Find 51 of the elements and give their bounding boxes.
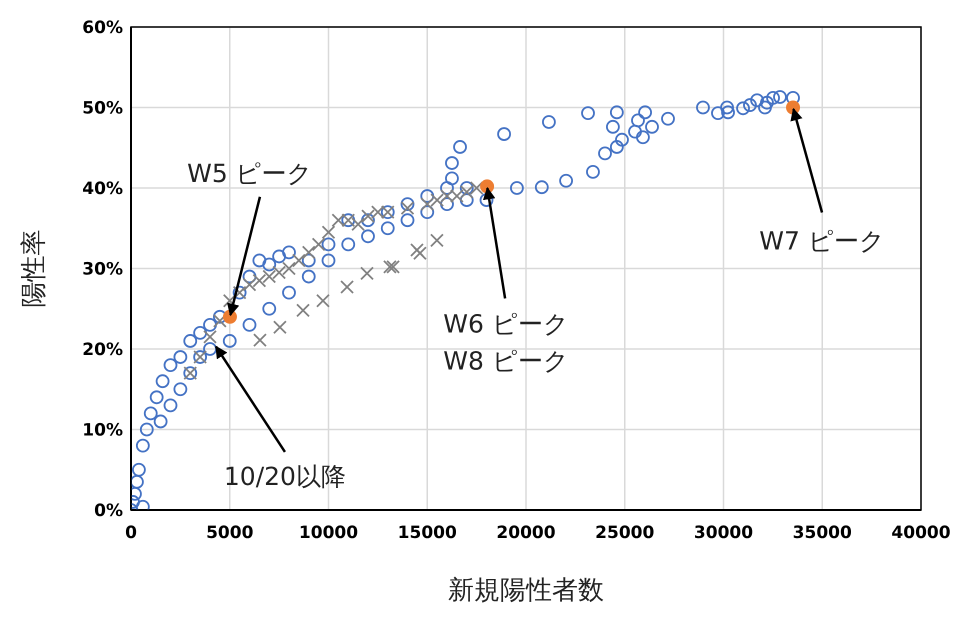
- point: [360, 266, 374, 280]
- point: [413, 246, 427, 260]
- y-tick-label: 20%: [82, 340, 123, 360]
- annotation: 10/20以降: [224, 462, 346, 491]
- point: [282, 262, 296, 276]
- x-tick-label: 25000: [595, 523, 654, 544]
- x-tick-label: 30000: [694, 523, 754, 544]
- point: [386, 260, 400, 274]
- point: [420, 197, 434, 211]
- point: [262, 270, 276, 284]
- point: [430, 193, 444, 207]
- point: [272, 266, 286, 280]
- y-tick-label: 10%: [82, 420, 123, 441]
- y-tick-label: 40%: [82, 179, 123, 200]
- point: [351, 217, 366, 232]
- point: [302, 246, 316, 260]
- point: [203, 330, 217, 344]
- point: [252, 274, 266, 288]
- point: [470, 181, 484, 195]
- x-tick-label: 0: [125, 523, 138, 544]
- annotation: W5 ピーク: [187, 158, 313, 188]
- point: [292, 254, 306, 268]
- point: [212, 314, 227, 328]
- point: [273, 320, 287, 334]
- point: [430, 233, 444, 248]
- x-tick-label: 5000: [206, 523, 254, 544]
- x-tick-label: 20000: [496, 523, 556, 544]
- point: [242, 278, 256, 292]
- point: [296, 303, 310, 318]
- point: [460, 185, 474, 199]
- x-axis-title: 新規陽性者数: [448, 575, 604, 606]
- x-tick-label: 15000: [398, 523, 457, 544]
- point: [316, 294, 330, 308]
- annotation: W6 ピーク W8 ピーク: [443, 309, 569, 376]
- point: [322, 225, 336, 240]
- y-tick-label: 30%: [82, 260, 123, 280]
- y-tick-label: 60%: [82, 18, 123, 38]
- x-tick-label: 10000: [298, 523, 358, 544]
- point: [340, 280, 354, 294]
- y-tick-label: 50%: [82, 98, 123, 119]
- annotation: W7 ピーク: [759, 226, 885, 256]
- point: [253, 333, 267, 348]
- point: [410, 243, 424, 257]
- point: [361, 209, 375, 224]
- point: [312, 237, 326, 252]
- y-tick-label: 0%: [94, 501, 123, 522]
- point: [383, 260, 397, 274]
- point: [400, 201, 414, 216]
- y-axis-title: 陽性率: [19, 230, 50, 308]
- x-tick-label: 35000: [792, 523, 852, 544]
- x-tick-label: 40000: [891, 523, 951, 544]
